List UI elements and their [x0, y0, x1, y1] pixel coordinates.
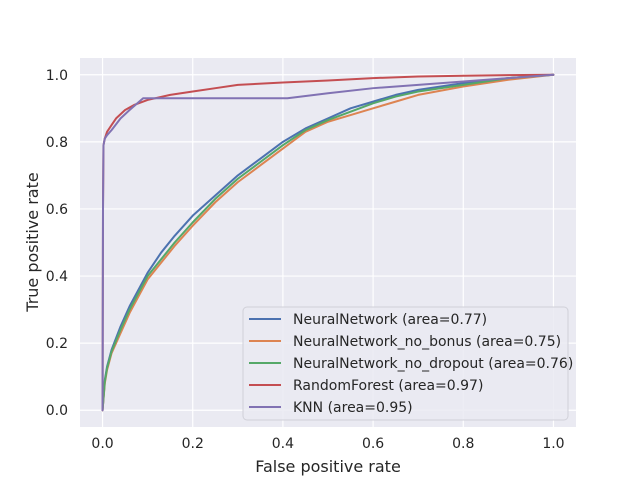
x-tick-label: 0.4 [272, 436, 294, 452]
legend: NeuralNetwork (area=0.77) NeuralNetwork_n… [242, 306, 573, 421]
series-line-4 [101, 73, 555, 412]
legend-entry-label: NeuralNetwork (area=0.77) [293, 312, 487, 328]
legend-frame [242, 306, 569, 421]
series-layer [101, 73, 555, 412]
y-tick-label: 0.2 [46, 336, 68, 352]
y-tick-label: 1.0 [46, 68, 68, 84]
y-tick-labels: 0.0 0.2 0.4 0.6 0.8 1.0 [46, 68, 68, 419]
x-axis-label: False positive rate [255, 457, 401, 476]
x-tick-labels: 0.0 0.2 0.4 0.6 0.8 1.0 [91, 436, 564, 452]
y-tick-label: 0.6 [46, 202, 68, 218]
y-tick-label: 0.0 [46, 403, 68, 419]
x-tick-label: 0.2 [182, 436, 204, 452]
x-tick-label: 1.0 [542, 436, 564, 452]
legend-entry-label: KNN (area=0.95) [293, 400, 413, 416]
x-tick-label: 0.8 [452, 436, 474, 452]
series-line-2 [101, 73, 555, 412]
legend-entry-label: NeuralNetwork_no_bonus (area=0.75) [293, 334, 561, 350]
series-line-0 [101, 73, 555, 412]
y-tick-label: 0.8 [46, 135, 68, 151]
legend-entry-label: RandomForest (area=0.97) [293, 378, 483, 394]
x-tick-label: 0.6 [362, 436, 384, 452]
series-line-1 [101, 73, 555, 412]
legend-entry-label: NeuralNetwork_no_dropout (area=0.76) [293, 356, 573, 372]
y-tick-label: 0.4 [46, 269, 68, 285]
y-axis-label: True positive rate [23, 172, 42, 312]
grid-lines [80, 58, 576, 427]
x-tick-label: 0.0 [91, 436, 113, 452]
